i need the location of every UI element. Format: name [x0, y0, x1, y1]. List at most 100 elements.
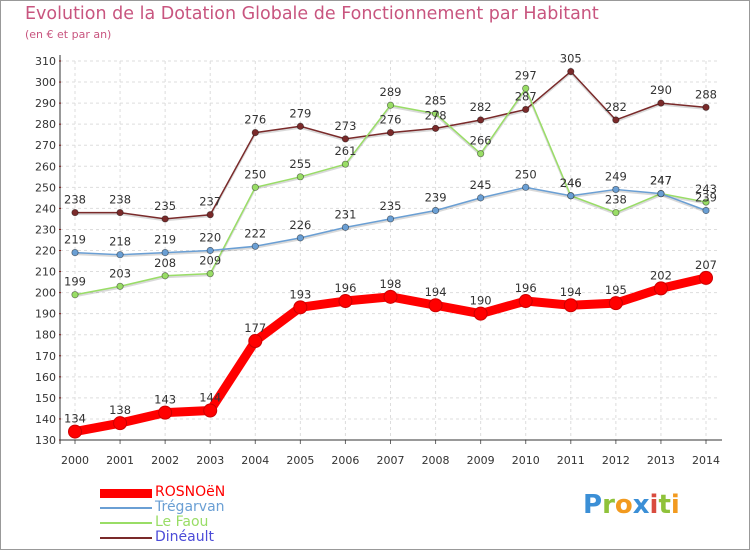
logo-letter: i	[670, 490, 680, 520]
data-label: 246	[560, 176, 582, 190]
data-point	[71, 209, 79, 217]
data-label: 246	[560, 176, 582, 190]
x-tick-label: 2004	[241, 454, 269, 467]
data-label: 203	[109, 266, 131, 280]
data-point	[699, 270, 713, 285]
data-point	[113, 416, 128, 431]
legend-label: Trégarvan	[155, 499, 225, 515]
data-label: 235	[154, 199, 176, 213]
data-label: 261	[334, 144, 356, 158]
data-point	[296, 122, 304, 130]
data-label: 218	[109, 235, 131, 249]
legend-label: Le Faou	[155, 514, 209, 530]
legend-label: ROSNOëN	[155, 484, 226, 500]
data-point	[296, 234, 304, 242]
data-label: 266	[470, 134, 492, 148]
x-tick-label: 2013	[647, 454, 675, 467]
data-label: 289	[380, 85, 402, 99]
x-tick-label: 2000	[61, 454, 89, 467]
data-point	[386, 128, 395, 137]
data-label: 239	[695, 190, 717, 204]
data-point	[431, 206, 440, 215]
logo-letter: i	[649, 490, 659, 520]
data-point	[657, 190, 665, 198]
data-label: 238	[64, 193, 86, 207]
data-point	[116, 282, 124, 290]
data-point	[341, 160, 350, 168]
y-tick-label: 250	[35, 181, 56, 194]
data-label: 276	[380, 113, 402, 127]
data-point	[563, 298, 578, 313]
data-label: 202	[650, 268, 672, 282]
x-tick-label: 2002	[151, 454, 179, 467]
data-label: 138	[109, 403, 131, 417]
legend-swatch	[100, 537, 152, 539]
y-tick-label: 180	[35, 329, 56, 342]
data-point	[477, 116, 485, 124]
data-label: 278	[425, 108, 447, 122]
data-label: 247	[650, 174, 672, 188]
data-point	[338, 294, 353, 309]
logo-letter: x	[632, 490, 650, 520]
y-tick-label: 310	[35, 55, 56, 68]
data-label: 231	[334, 207, 356, 221]
data-label: 209	[199, 254, 221, 268]
data-label: 235	[380, 199, 402, 213]
data-label: 239	[425, 190, 447, 204]
data-point	[116, 209, 124, 217]
data-label: 194	[560, 285, 582, 299]
data-label: 177	[244, 321, 266, 335]
data-label: 220	[199, 231, 221, 245]
data-label: 255	[289, 157, 311, 171]
data-label: 250	[244, 167, 266, 181]
data-point	[612, 209, 620, 217]
logo-letter: o	[614, 490, 633, 520]
y-tick-label: 190	[35, 308, 56, 321]
data-label: 245	[470, 178, 492, 192]
data-label: 194	[425, 285, 447, 299]
data-label: 282	[605, 100, 627, 114]
chart-subtitle: (en € et par an)	[25, 28, 112, 41]
data-point	[657, 99, 665, 107]
axes: 130 140 150 160 170 180 190 200 210 220 230 240 250 2…	[35, 55, 722, 467]
y-tick-label: 170	[35, 350, 56, 363]
x-tick-label: 2010	[512, 454, 540, 467]
data-point	[702, 198, 710, 206]
data-label: 199	[64, 275, 86, 289]
x-tick-label: 2003	[196, 454, 224, 467]
data-point	[702, 103, 710, 111]
logo-letter: t	[658, 490, 671, 520]
data-point	[71, 249, 79, 257]
x-tick-label: 2009	[467, 454, 495, 467]
data-point	[567, 192, 575, 200]
x-tick-label: 2014	[692, 454, 720, 467]
data-point	[653, 281, 668, 296]
logo-letter: P	[583, 490, 603, 520]
data-point	[68, 424, 82, 439]
data-label: 297	[515, 68, 537, 82]
legend-swatch	[100, 522, 152, 524]
y-tick-label: 150	[35, 392, 56, 405]
y-tick-label: 290	[35, 97, 56, 110]
x-tick-label: 2007	[377, 454, 405, 467]
data-point	[248, 334, 263, 349]
data-point	[608, 296, 623, 311]
data-point	[293, 300, 308, 315]
data-point	[383, 289, 398, 304]
data-label: 250	[515, 167, 537, 181]
grid-lines	[60, 60, 718, 441]
y-tick-label: 210	[35, 266, 56, 279]
data-label: 190	[470, 294, 492, 308]
legend-swatch	[100, 488, 152, 498]
data-point	[522, 105, 530, 114]
data-point	[251, 183, 259, 191]
x-tick-label: 2011	[557, 454, 585, 467]
data-point	[206, 246, 214, 255]
data-point	[71, 291, 79, 299]
data-point	[161, 249, 169, 257]
data-point	[386, 215, 395, 223]
data-label: 288	[695, 87, 717, 101]
data-label: 290	[650, 83, 672, 97]
data-label: 134	[64, 412, 86, 426]
data-label: 247	[650, 174, 672, 188]
